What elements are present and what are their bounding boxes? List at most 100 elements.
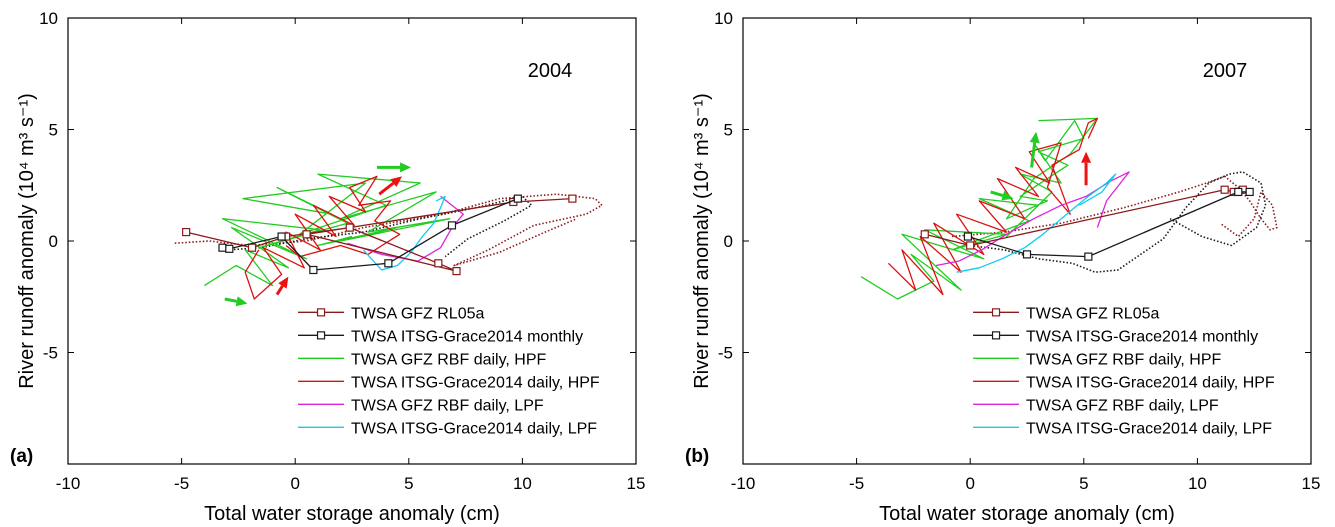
legend-label: TWSA ITSG-Grace2014 daily, LPF [1026,420,1272,437]
legend-label: TWSA ITSG-Grace2014 daily, HPF [1026,374,1275,391]
series-line-itsg_daily_lpf [956,173,1117,273]
x-tick-label: -10 [731,474,756,493]
legend-label: TWSA ITSG-Grace2014 monthly [351,328,583,345]
panel-a-title: 2004 [528,60,573,82]
panel-a-chart: -10 -5 0 5 10 15 -5 0 5 10 2004 Total water stor… [10,9,645,525]
x-tick-label: 15 [1302,474,1321,493]
panel-b-x-axis-label: Total water storage anomaly (cm) [879,503,1175,525]
data-point-gfz_rl05a [302,230,311,239]
series-line-itsg_daily_hpf [244,175,401,300]
data-point-gfz_rl05a [920,230,929,239]
series-line-gfz_rbf_hpf [860,117,1099,300]
data-point-gfz_rl05a [568,194,577,203]
panel-b-x-ticks: -10 -5 0 5 10 15 [731,18,1321,493]
direction-arrow-shaft [1030,142,1037,168]
data-point-gfz_rl05a [434,259,443,268]
y-tick-label: 0 [724,232,733,251]
panel-b-arrows [990,131,1092,201]
series-line-gfz_rbf_lpf [347,195,464,262]
direction-arrow-head [278,276,289,289]
x-tick-label: 10 [513,474,532,493]
series-line-gfz_rl05a-dotted [951,175,1278,238]
legend-label: TWSA ITSG-Grace2014 daily, LPF [351,420,597,437]
panel-b-letter: (b) [685,446,709,467]
data-point-itsg_monthly [513,194,522,203]
direction-arrow-head [235,296,248,307]
data-point-itsg_monthly [225,244,234,253]
panel-a-y-ticks: -5 0 5 10 [39,9,636,363]
legend-marker-itsg_monthly [316,331,326,340]
legend-label: TWSA GFZ RL05a [351,305,484,322]
series-line-itsg_monthly-dotted [970,171,1267,274]
direction-arrow-head [1001,190,1014,201]
data-point-gfz_rl05a [1220,185,1229,194]
data-point-itsg_monthly [1234,187,1243,197]
series-line-itsg_monthly-dotted [226,195,533,258]
direction-arrow-head [1029,131,1040,144]
panel-b-y-ticks: -5 0 5 10 [714,9,1311,363]
data-point-itsg_monthly [309,265,318,275]
panel-a-axes-box [67,17,637,465]
x-tick-label: 15 [627,474,646,493]
y-tick-label: 10 [714,9,733,28]
panel-a-letter: (a) [10,446,33,467]
direction-arrow-head [400,162,412,173]
x-tick-label: -5 [174,474,189,493]
data-point-itsg_monthly [218,243,227,252]
data-point-itsg_monthly [447,221,457,230]
legend-marker-gfz_rl05a [316,308,326,317]
legend-label: TWSA ITSG-Grace2014 daily, HPF [351,374,600,391]
legend-marker-gfz_rl05a [991,308,1001,317]
legend-label: TWSA GFZ RBF daily, LPF [351,397,544,414]
legend-label: TWSA GFZ RBF daily, HPF [1026,351,1222,368]
panel-b-y-axis-label: River runoff anomaly (10⁴ m³ s⁻¹) [691,93,713,389]
panel-b-series [860,117,1278,300]
y-tick-label: 10 [39,9,58,28]
panel-a-y-axis-label: River runoff anomaly (10⁴ m³ s⁻¹) [16,93,38,389]
panel-b-title: 2007 [1203,60,1248,82]
data-point-itsg_monthly [963,232,973,241]
y-tick-label: 5 [49,121,58,140]
panel-a-series [174,173,603,300]
legend-label: TWSA GFZ RBF daily, HPF [351,351,547,368]
data-point-gfz_rl05a [966,241,975,250]
legend-label: TWSA GFZ RBF daily, LPF [1026,397,1219,414]
panel-a-legend: TWSA GFZ RL05a TWSA ITSG-Grace2014 monthl… [298,305,600,437]
direction-arrow-head [390,176,402,188]
panel-b-chart: -10 -5 0 5 10 15 -5 0 5 10 2007 Total water stor… [685,9,1320,525]
panel-b-axes-box [742,17,1312,465]
direction-arrow-shaft [224,297,237,303]
data-point-gfz_rl05a [247,243,257,252]
x-tick-label: -10 [56,474,81,493]
direction-arrow-shaft [275,285,284,296]
data-point-gfz_rl05a [452,267,461,276]
y-tick-label: -5 [43,344,58,363]
data-point-itsg_monthly [1245,187,1254,197]
direction-arrow-shaft [378,181,395,196]
x-tick-label: 5 [1079,474,1088,493]
data-point-gfz_rl05a [182,227,191,237]
series-line-itsg_daily_lpf [362,195,446,271]
data-point-itsg_monthly [1022,250,1032,259]
legend-marker-itsg_monthly [991,331,1001,340]
data-point-itsg_monthly [277,232,286,241]
direction-arrow-head [1081,151,1092,163]
panel-b-legend: TWSA GFZ RL05a TWSA ITSG-Grace2014 monthl… [973,305,1275,437]
legend-label: TWSA ITSG-Grace2014 monthly [1026,328,1258,345]
direction-arrow-shaft [990,190,1004,197]
data-point-itsg_monthly [384,259,393,268]
panel-a-x-ticks: -10 -5 0 5 10 15 [56,18,646,493]
panel-a-x-axis-label: Total water storage anomaly (cm) [204,503,500,525]
y-tick-label: 0 [49,232,58,251]
x-tick-label: 0 [290,474,299,493]
panel-a-arrows [224,162,412,307]
data-point-itsg_monthly [1084,252,1093,261]
x-tick-label: -5 [849,474,864,493]
series-line-gfz_rbf_lpf [935,171,1130,267]
y-tick-label: 5 [724,121,733,140]
series-line-gfz_rbf_hpf [203,173,451,287]
data-point-gfz_rl05a [345,223,354,232]
legend-label: TWSA GFZ RL05a [1026,305,1159,322]
x-tick-label: 0 [965,474,974,493]
